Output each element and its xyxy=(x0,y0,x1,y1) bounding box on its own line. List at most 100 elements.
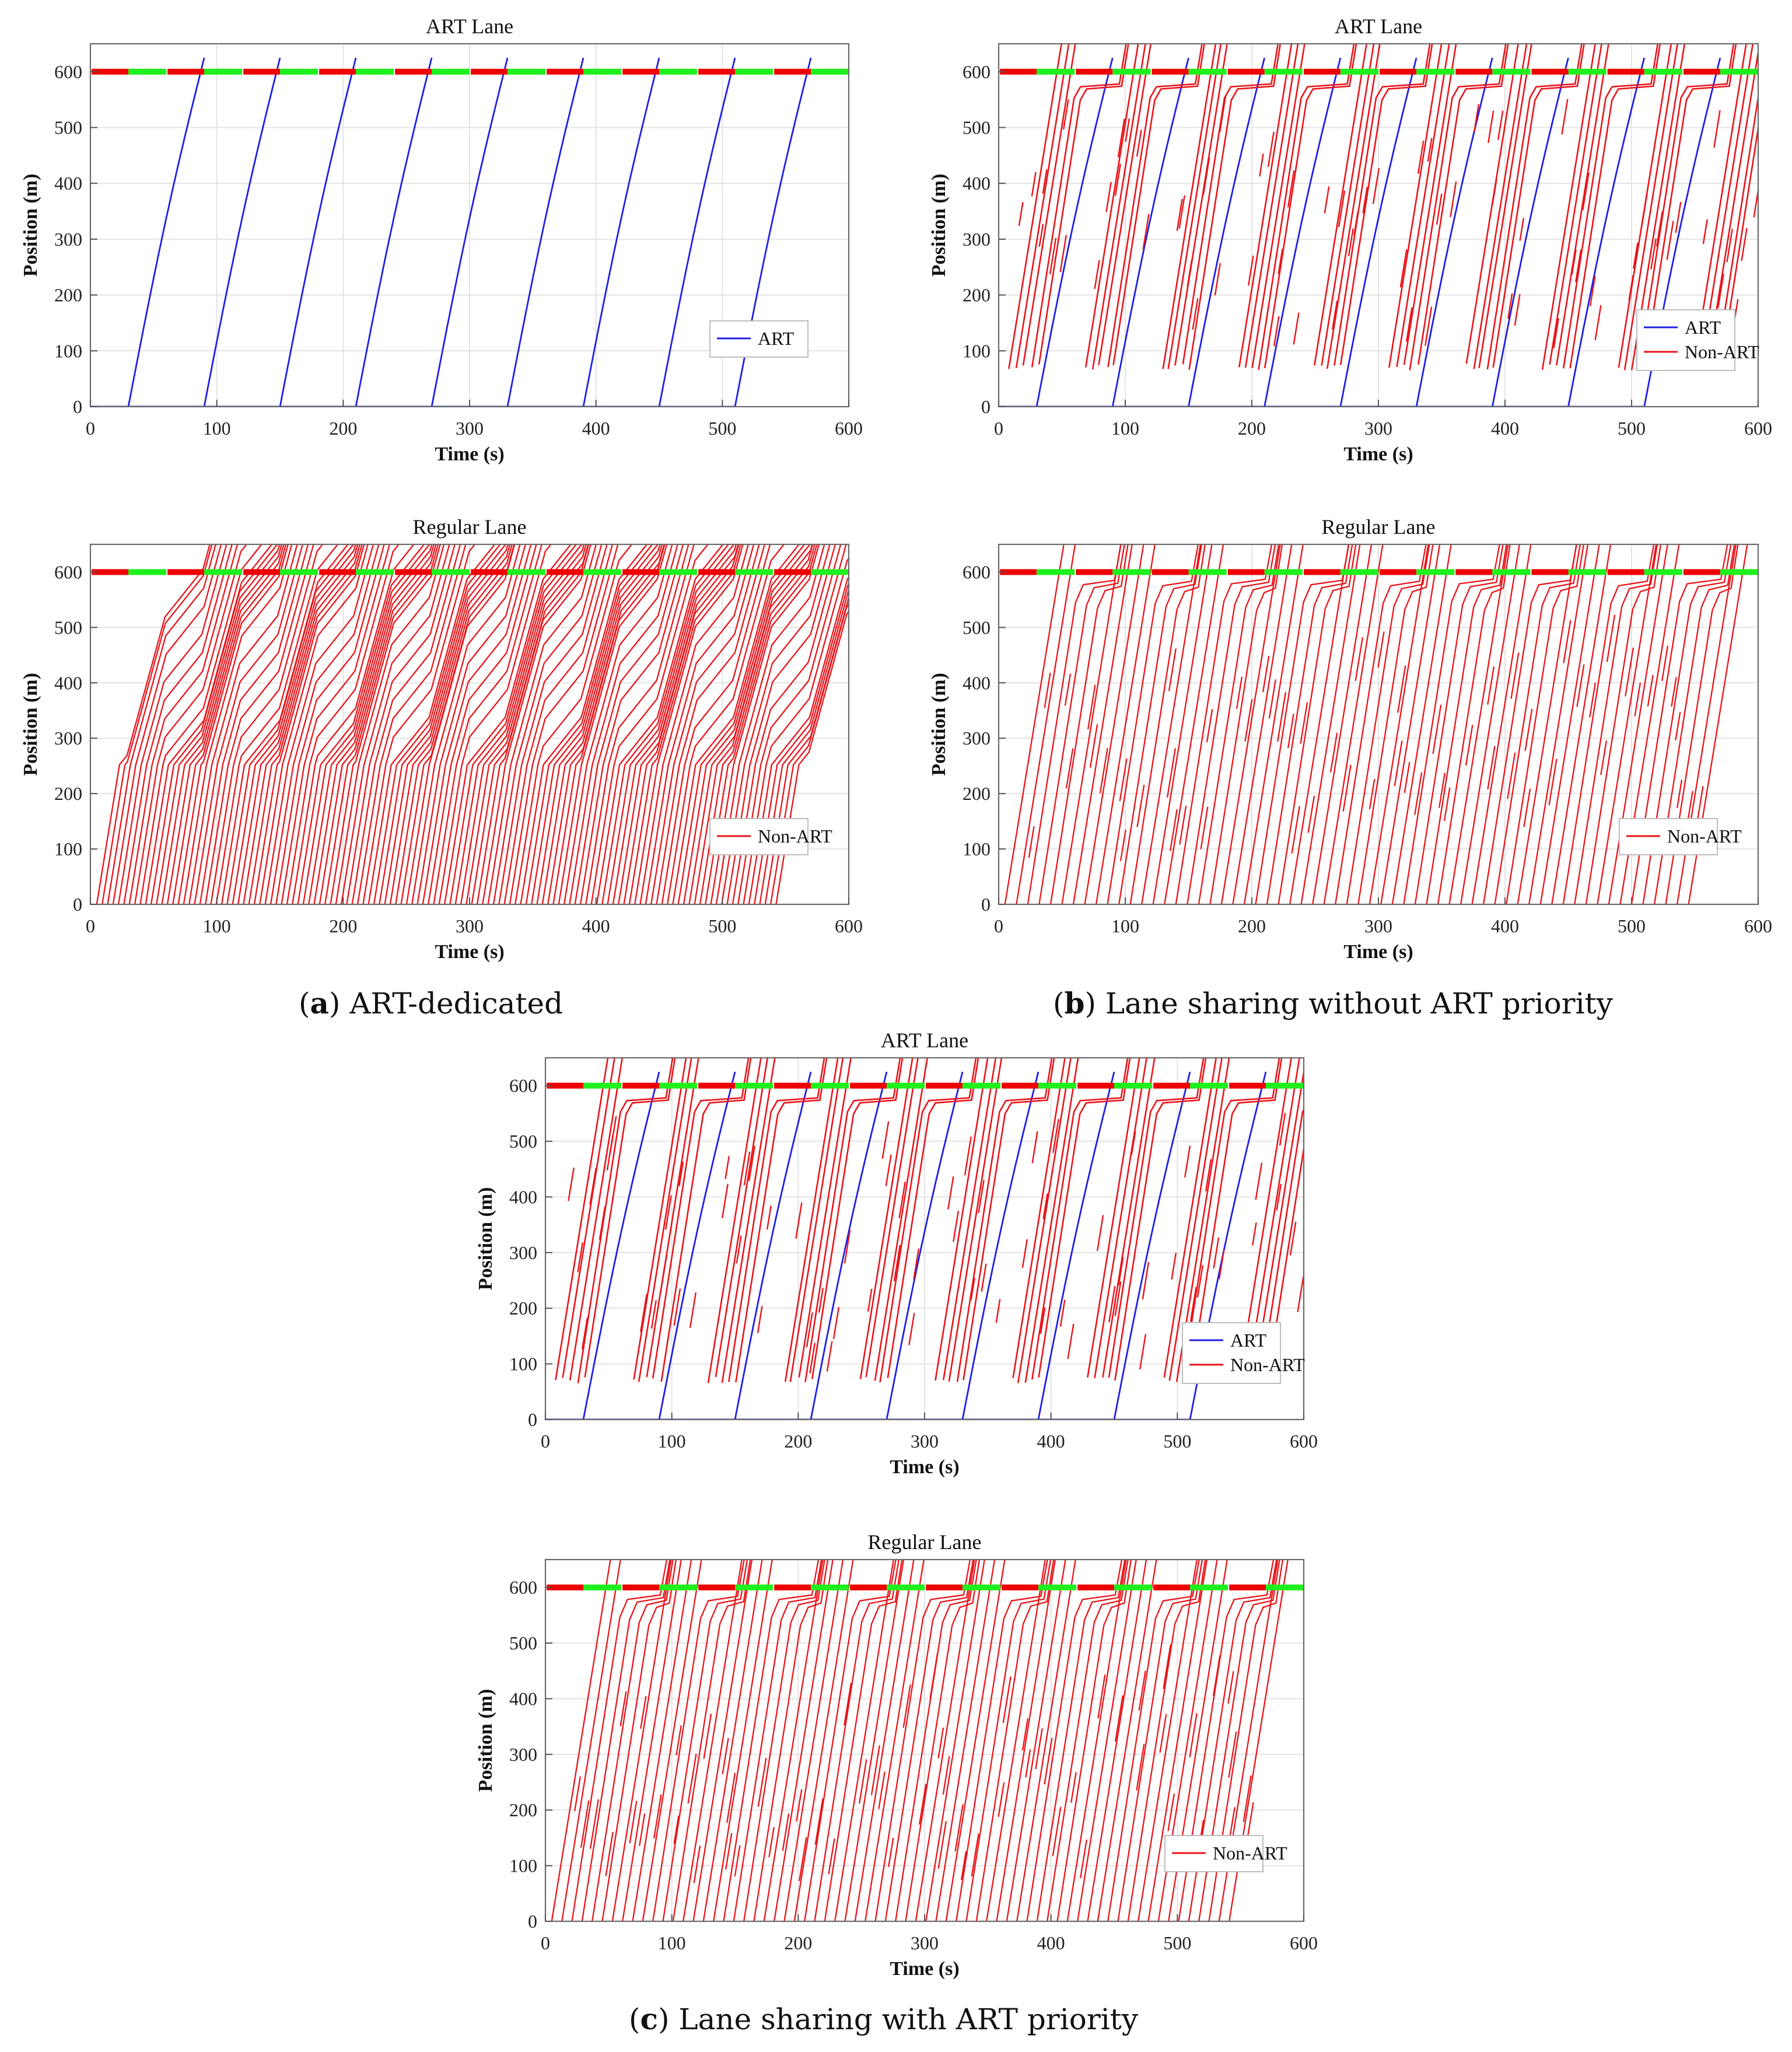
non-art-trajectory xyxy=(692,1560,753,1921)
non-art-fragment xyxy=(1138,1670,1146,1711)
non-art-fragment xyxy=(766,1205,772,1230)
non-art-fragment xyxy=(1362,187,1368,214)
non-art-trajectory xyxy=(1409,44,1507,370)
x-tick-label: 400 xyxy=(1491,915,1519,936)
non-art-fragment xyxy=(1252,1222,1257,1246)
non-art-trajectory xyxy=(623,544,740,904)
non-art-fragment xyxy=(978,1180,985,1213)
non-art-fragment xyxy=(609,1116,617,1154)
non-art-trajectory xyxy=(324,544,439,904)
non-art-trajectory xyxy=(935,1058,989,1381)
non-art-trajectory xyxy=(710,544,820,904)
non-art-trajectory xyxy=(139,544,263,904)
non-art-trajectory xyxy=(416,544,527,904)
non-art-trajectory xyxy=(123,544,233,904)
non-art-trajectory xyxy=(172,544,287,904)
non-art-fragment xyxy=(1675,712,1681,740)
non-art-trajectory xyxy=(1562,544,1655,904)
non-art-trajectory xyxy=(270,544,380,904)
non-art-fragment xyxy=(673,1288,681,1326)
non-art-fragment xyxy=(639,1813,646,1846)
non-art-trajectory xyxy=(259,544,369,904)
non-art-trajectory xyxy=(438,544,552,904)
non-art-trajectory xyxy=(1077,1560,1137,1921)
y-tick-label: 0 xyxy=(981,894,991,915)
non-art-trajectory xyxy=(925,1560,985,1921)
non-art-trajectory xyxy=(555,1058,609,1380)
non-art-trajectory xyxy=(1038,544,1125,904)
non-art-fragment xyxy=(1450,181,1457,218)
non-art-fragment xyxy=(1277,692,1287,742)
non-art-trajectory xyxy=(579,544,690,904)
non-art-trajectory xyxy=(728,1058,825,1382)
x-tick-label: 400 xyxy=(1037,1431,1065,1452)
x-tick-label: 300 xyxy=(456,418,484,439)
non-art-fragment xyxy=(1125,118,1130,142)
y-tick-label: 400 xyxy=(54,672,82,693)
non-art-trajectory xyxy=(1175,544,1273,904)
non-art-trajectory xyxy=(1072,544,1133,904)
non-art-trajectory xyxy=(1608,544,1668,904)
x-axis-label: Time (s) xyxy=(890,1456,959,1478)
non-art-trajectory xyxy=(395,544,513,904)
non-art-trajectory xyxy=(1266,1144,1304,1380)
non-art-fragment xyxy=(1329,733,1338,772)
non-art-trajectory xyxy=(1714,96,1758,370)
non-art-fragment xyxy=(1114,163,1121,196)
art-trajectory xyxy=(999,57,1342,407)
non-art-trajectory xyxy=(723,1560,820,1921)
chart-panel-b-regular: 0 100 200 300 400 500 600 0 100 200 300 400 500 600 Re… xyxy=(928,515,1772,963)
non-art-trajectory xyxy=(330,544,441,904)
non-art-fragment xyxy=(1214,263,1221,296)
art-trajectory xyxy=(90,57,357,407)
y-tick-label: 600 xyxy=(54,61,82,82)
art-trajectory xyxy=(90,57,812,407)
non-art-trajectory xyxy=(188,544,298,904)
art-trajectory xyxy=(545,1071,736,1420)
non-art-trajectory xyxy=(368,544,496,904)
non-art-trajectory xyxy=(166,544,285,904)
non-art-fragment xyxy=(1119,829,1126,861)
non-art-fragment xyxy=(1424,306,1433,346)
non-art-trajectory xyxy=(694,544,814,904)
chart-panel-a-art: 0 100 200 300 400 500 600 0 100 200 300 400 500 600 AR… xyxy=(20,15,863,465)
x-tick-label: 600 xyxy=(1290,1932,1318,1953)
non-art-trajectory xyxy=(715,544,825,904)
non-art-fragment xyxy=(844,1229,851,1264)
non-art-trajectory xyxy=(682,1560,743,1921)
non-art-trajectory xyxy=(1087,1560,1147,1921)
non-art-trajectory xyxy=(1638,44,1735,365)
non-art-trajectory xyxy=(1478,44,1532,369)
non-art-trajectory xyxy=(1326,44,1381,369)
legend: Non-ART xyxy=(1164,1835,1287,1872)
y-tick-label: 300 xyxy=(54,229,82,250)
non-art-trajectory xyxy=(935,1560,996,1921)
non-art-trajectory xyxy=(1334,44,1431,366)
non-art-trajectory xyxy=(1164,544,1224,904)
x-tick-label: 600 xyxy=(1744,418,1772,439)
legend-label: Non-ART xyxy=(1230,1354,1305,1375)
x-tick-label: 0 xyxy=(541,1431,550,1452)
ticks: 0 100 200 300 400 500 600 0 100 200 300 400 500 600 xyxy=(509,1075,1318,1452)
non-art-fragment xyxy=(1262,655,1270,693)
non-art-fragment xyxy=(1488,110,1494,144)
x-axis-label: Time (s) xyxy=(1343,941,1413,963)
non-art-fragment xyxy=(1741,228,1748,261)
non-art-fragment xyxy=(1267,131,1275,167)
y-tick-label: 500 xyxy=(54,117,82,138)
art-trajectory xyxy=(999,57,1114,407)
x-tick-label: 500 xyxy=(1618,915,1646,936)
non-art-trajectory xyxy=(102,544,213,904)
non-art-trajectory xyxy=(1102,1058,1156,1378)
series-group xyxy=(90,57,812,407)
non-art-trajectory xyxy=(611,1560,672,1921)
y-tick-label: 200 xyxy=(509,1799,537,1820)
non-art-trajectory xyxy=(1486,44,1583,370)
y-tick-label: 500 xyxy=(963,617,991,638)
non-art-fragment xyxy=(1108,1286,1116,1323)
non-art-fragment xyxy=(1687,791,1693,820)
non-art-trajectory xyxy=(1061,544,1122,904)
non-art-trajectory xyxy=(652,1560,745,1921)
art-trajectory xyxy=(90,57,584,407)
y-tick-label: 200 xyxy=(509,1298,537,1319)
